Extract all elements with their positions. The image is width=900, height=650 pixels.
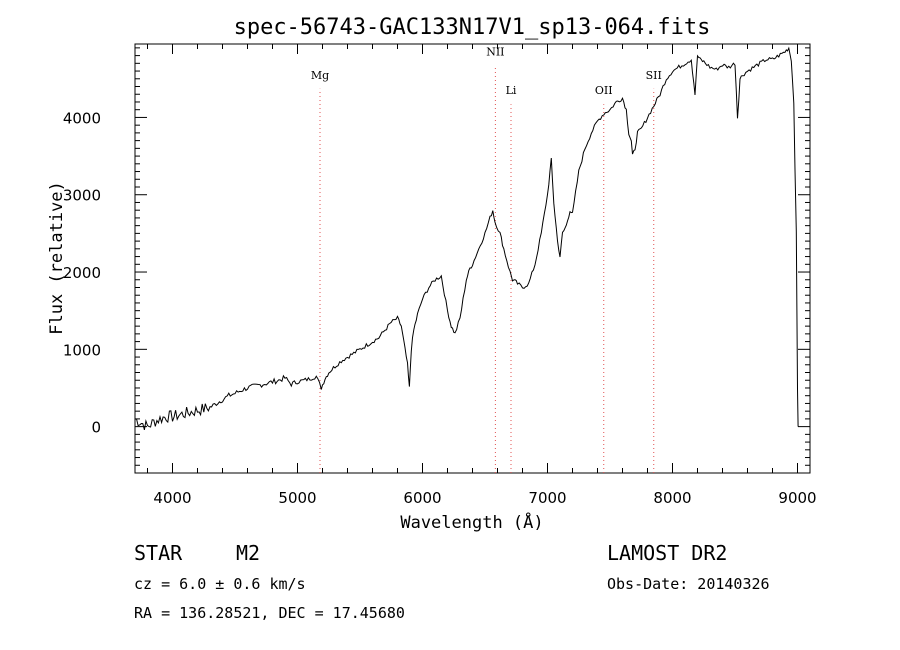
spectral-subclass: M2 [236,541,261,565]
line-marker-label-li: Li [506,84,517,97]
y-tick-label: 2000 [63,264,101,282]
line-marker-label-nii: NII [486,46,504,59]
spectral-line-markers: Mg NII Li OII SII [311,46,662,473]
plot-frame [134,43,811,474]
x-tick-label: 6000 [403,489,441,507]
y-tick-label: 0 [91,419,101,437]
y-tick-label: 1000 [63,341,101,359]
x-tick-label: 4000 [153,489,191,507]
observation-date: Obs-Date: 20140326 [607,575,770,593]
x-tick-label: 8000 [653,489,691,507]
object-type: STAR [134,541,183,565]
spectrum-line [134,46,799,431]
redshift-velocity: cz = 6.0 ± 0.6 km/s [134,575,306,593]
y-tick-label: 3000 [63,187,101,205]
line-marker-label-oii: OII [595,84,613,97]
chart-title: spec-56743-GAC133N17V1_sp13-064.fits [234,15,711,40]
y-tick-label: 4000 [63,109,101,127]
x-tick-label: 7000 [528,489,566,507]
x-tick-label: 5000 [278,489,316,507]
line-marker-label-sii: SII [646,69,662,82]
x-axis-label: Wavelength (Å) [400,511,543,533]
line-marker-label-mg: Mg [311,69,329,82]
x-tick-label: 9000 [778,489,816,507]
axis-ticks: 4000 5000 6000 7000 8000 9000 0 1000 2000 3000 400… [63,44,817,507]
y-axis-label: Flux (relative) [47,181,67,335]
survey-name: LAMOST DR2 [607,541,728,565]
sky-coordinates: RA = 136.28521, DEC = 17.45680 [134,604,405,622]
